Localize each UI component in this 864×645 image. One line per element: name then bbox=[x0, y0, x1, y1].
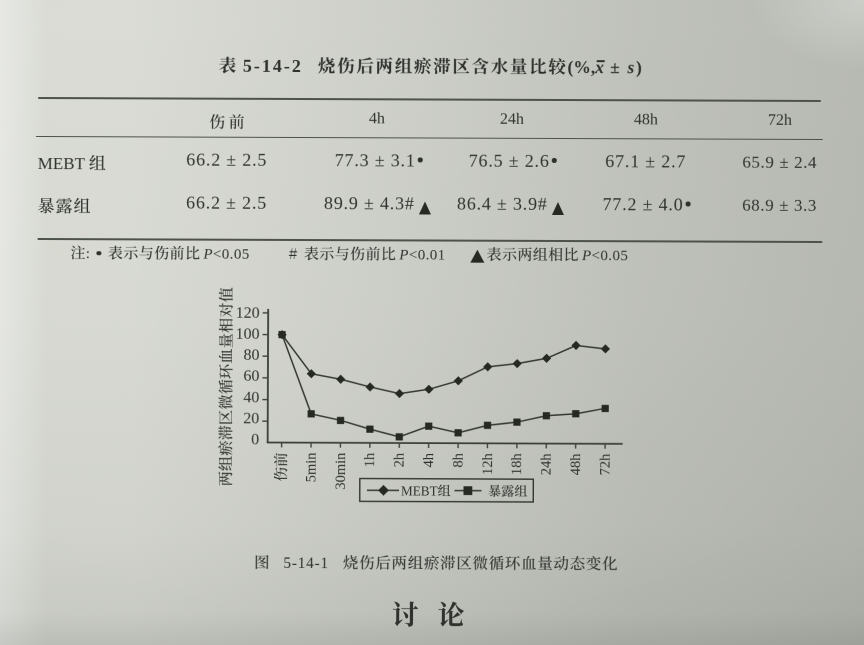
svg-text:80: 80 bbox=[243, 347, 259, 364]
svg-text:伤前: 伤前 bbox=[273, 452, 290, 481]
svg-text:MEBT组: MEBT组 bbox=[401, 483, 451, 498]
svg-text:120: 120 bbox=[236, 305, 260, 322]
svg-text:1h: 1h bbox=[362, 452, 378, 467]
svg-text:40: 40 bbox=[243, 389, 259, 406]
svg-text:暴露组: 暴露组 bbox=[488, 484, 528, 499]
svg-text:100: 100 bbox=[236, 326, 260, 343]
svg-text:18h: 18h bbox=[509, 453, 525, 476]
svg-text:8h: 8h bbox=[450, 452, 466, 467]
svg-text:0: 0 bbox=[251, 431, 259, 448]
svg-text:5min: 5min bbox=[303, 452, 319, 483]
svg-text:2h: 2h bbox=[392, 452, 408, 467]
svg-text:24h: 24h bbox=[539, 453, 555, 476]
svg-text:4h: 4h bbox=[421, 452, 437, 467]
svg-text:72h: 72h bbox=[597, 453, 613, 476]
svg-text:两组瘀滞区微循环血量相对值: 两组瘀滞区微循环血量相对值 bbox=[215, 287, 237, 486]
svg-text:30min: 30min bbox=[333, 452, 349, 490]
svg-text:12h: 12h bbox=[480, 452, 496, 475]
svg-text:20: 20 bbox=[243, 410, 259, 427]
svg-text:48h: 48h bbox=[568, 453, 584, 476]
svg-text:60: 60 bbox=[243, 368, 259, 385]
